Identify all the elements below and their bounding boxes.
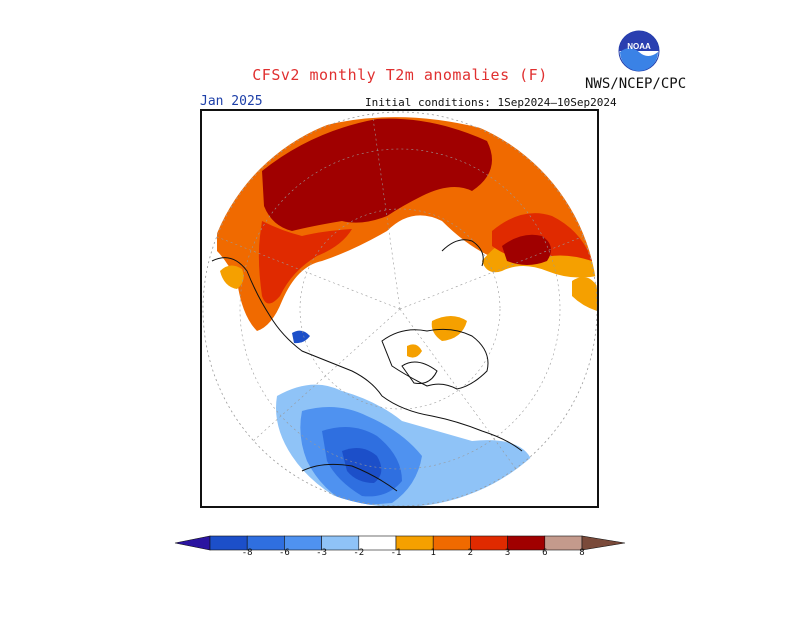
colorbar-arrow-low	[174, 535, 211, 551]
cold-anomaly-core	[342, 447, 382, 483]
warm-anomaly-dark-red	[262, 118, 492, 231]
map-frame	[200, 109, 599, 508]
colorbar-bin	[470, 535, 508, 551]
cold-anomaly-blob-small	[292, 330, 310, 344]
warm-anomaly-patch-west	[220, 265, 244, 289]
colorbar-arrow-high	[581, 535, 626, 551]
colorbar-bin	[432, 535, 471, 551]
colorbar-tick-label: -1	[390, 548, 402, 558]
colorbar-bin	[395, 535, 434, 551]
graticule	[202, 111, 597, 492]
colorbar-tick-label: 6	[542, 548, 548, 558]
colorbar-tick-label: 8	[579, 548, 585, 558]
colorbar-tick-label: -2	[353, 548, 365, 558]
chart-title: CFSv2 monthly T2m anomalies (F)	[252, 66, 548, 84]
polar-map	[202, 111, 597, 506]
colorbar-tick-label: 1	[430, 548, 436, 558]
colorbar	[174, 535, 626, 551]
agency-label: NWS/NCEP/CPC	[585, 76, 687, 92]
noaa-logo-icon: NOAA	[618, 30, 660, 72]
warm-anomaly-patch-north	[572, 277, 597, 311]
coastlines	[211, 239, 523, 492]
warm-anomaly-greenland	[431, 316, 467, 341]
initial-conditions: Initial conditions: 1Sep2024–10Sep2024	[365, 96, 617, 109]
svg-text:NOAA: NOAA	[627, 42, 651, 51]
colorbar-tick-label: 2	[467, 548, 474, 558]
colorbar-bin	[507, 535, 546, 551]
colorbar-tick-label: -3	[316, 548, 328, 558]
colorbar-tick-label: -6	[278, 548, 290, 558]
colorbar-tick-label: 3	[504, 548, 511, 558]
warm-anomaly-dark-red-east	[502, 234, 551, 265]
warm-anomaly-small	[407, 344, 422, 358]
colorbar-bin	[544, 535, 583, 551]
forecast-month: Jan 2025	[200, 94, 263, 109]
colorbar-tick-label: -8	[241, 548, 253, 558]
warm-anomaly-red	[258, 221, 352, 304]
